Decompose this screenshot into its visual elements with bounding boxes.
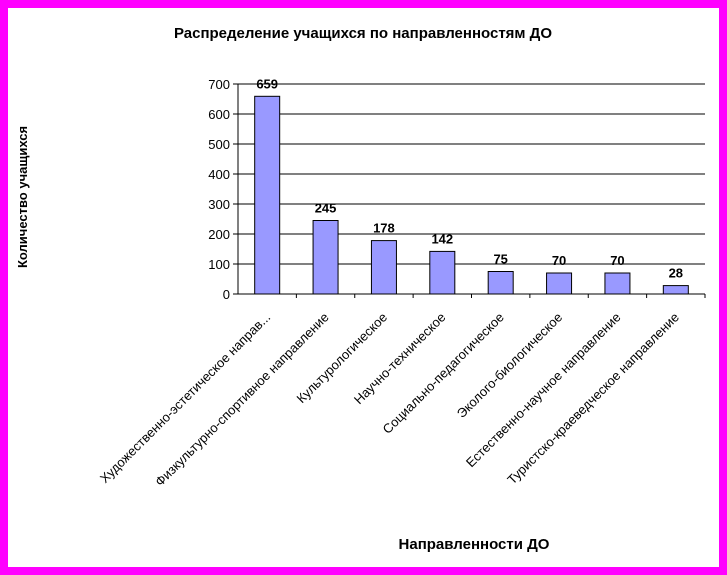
grid-lines (238, 83, 705, 265)
bar (546, 272, 573, 295)
data-label: 70 (552, 253, 566, 268)
category-label: Социально-педагогическое (380, 310, 507, 437)
y-tick-label: 200 (208, 227, 230, 242)
bar (604, 272, 631, 295)
bar-series (254, 95, 689, 295)
y-tick-label: 100 (208, 257, 230, 272)
data-label: 178 (373, 221, 395, 236)
bar (312, 220, 339, 295)
x-axis-label: Направленности ДО (399, 536, 550, 553)
data-label: 70 (610, 253, 624, 268)
bar (487, 271, 514, 295)
data-label: 659 (256, 76, 278, 91)
data-label: 28 (669, 266, 683, 281)
y-ticks: 0 100 200 300 400 500 600 700 (208, 77, 238, 302)
y-tick-label: 500 (208, 137, 230, 152)
y-tick-label: 700 (208, 77, 230, 92)
data-label: 75 (493, 252, 507, 267)
y-axis-label: Количество учащихся (15, 126, 30, 268)
bar (370, 240, 397, 295)
data-label: 142 (431, 231, 453, 246)
y-tick-label: 600 (208, 107, 230, 122)
category-label: Эколого-биологическое (454, 310, 565, 421)
bar (429, 250, 456, 295)
y-tick-label: 300 (208, 197, 230, 212)
y-tick-label: 0 (223, 287, 230, 302)
chart-title: Распределение учащихся по направленностя… (174, 25, 552, 42)
data-label: 245 (315, 201, 337, 216)
bar (662, 285, 689, 295)
y-tick-label: 400 (208, 167, 230, 182)
bar (254, 95, 281, 295)
x-categories: Художественно-эстетическое направ...Физк… (97, 310, 682, 490)
data-labels: 659 245 178 142 75 70 70 28 (256, 76, 683, 280)
axes (237, 84, 706, 298)
